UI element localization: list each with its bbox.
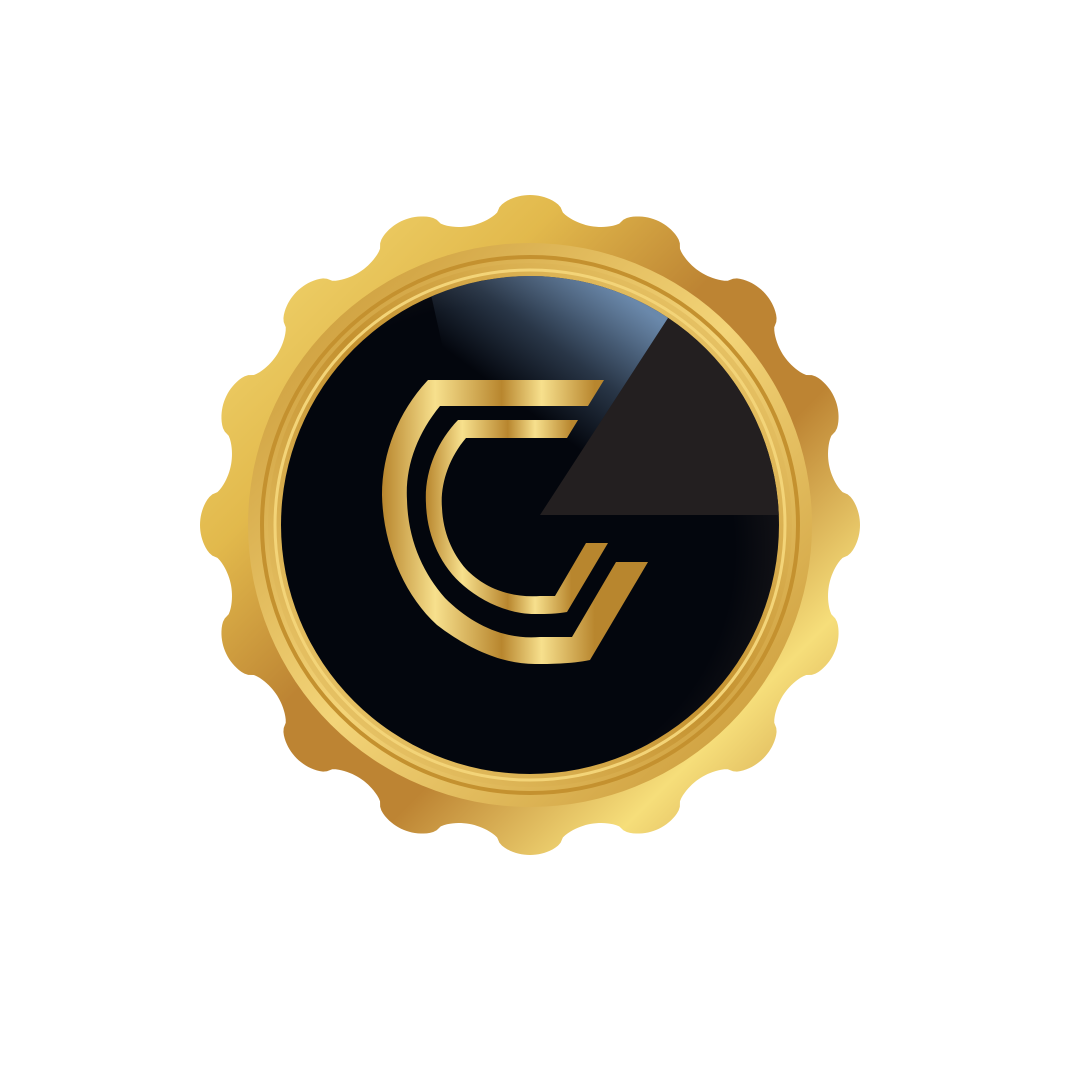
monogram-inner-stroke xyxy=(425,420,608,615)
stylized-c-monogram-icon xyxy=(382,380,648,664)
ring-groove xyxy=(260,255,800,795)
monogram-outer-stroke xyxy=(382,380,648,664)
ring-bevel xyxy=(273,268,787,782)
